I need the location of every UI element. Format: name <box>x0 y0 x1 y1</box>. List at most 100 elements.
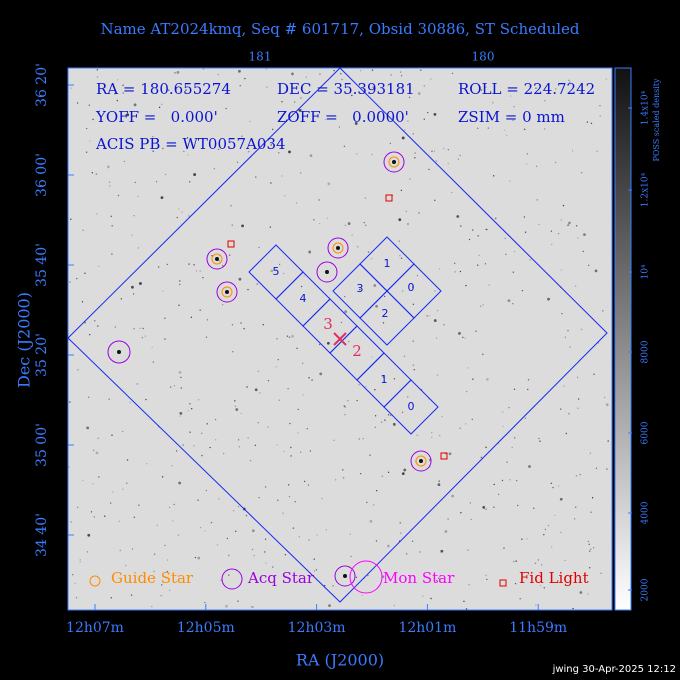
info-zsim: ZSIM = 0 mm <box>458 108 565 126</box>
ccd-label: 1 <box>384 257 391 270</box>
bg-star <box>194 556 197 559</box>
bg-star <box>580 171 583 174</box>
bg-star <box>589 567 591 569</box>
bg-star <box>277 358 279 361</box>
bg-star <box>560 269 563 271</box>
bg-star <box>129 137 132 139</box>
bg-star <box>265 68 268 70</box>
x-tick-label: 11h59m <box>509 620 567 636</box>
bg-star <box>232 510 235 512</box>
bg-star <box>509 95 512 97</box>
bg-star <box>264 486 267 488</box>
acq-star <box>334 565 356 587</box>
bg-star <box>98 89 101 91</box>
bg-star <box>338 126 341 128</box>
star-core <box>419 459 423 463</box>
bg-star <box>448 452 452 456</box>
bg-star <box>199 526 202 529</box>
bg-star <box>547 297 550 301</box>
bg-star <box>447 162 450 165</box>
bg-star <box>106 165 110 169</box>
bg-star <box>116 79 119 81</box>
bg-star <box>201 432 203 435</box>
bg-star <box>153 553 156 555</box>
aimpoint-label: 3 <box>323 315 333 333</box>
bg-star <box>589 452 592 454</box>
bg-star <box>326 217 329 220</box>
bg-star <box>269 226 272 228</box>
bg-star <box>68 466 70 468</box>
bg-star <box>142 327 144 330</box>
bg-star <box>536 199 538 201</box>
bg-star <box>512 271 514 273</box>
bg-star <box>141 336 144 339</box>
bg-star <box>588 543 590 545</box>
bg-star <box>574 518 576 520</box>
bg-star <box>359 472 362 475</box>
bg-star <box>266 86 268 88</box>
bg-star <box>428 168 430 171</box>
bg-star <box>571 150 574 152</box>
bg-star <box>306 427 308 430</box>
bg-star <box>282 272 285 275</box>
bg-star <box>486 578 488 581</box>
bg-star <box>250 606 253 608</box>
bg-star <box>400 189 403 192</box>
bg-star <box>111 253 113 255</box>
bg-star <box>392 422 396 426</box>
bg-star <box>513 106 515 108</box>
ccd-label: 1 <box>381 373 388 386</box>
ccd-label: 5 <box>273 265 280 278</box>
bg-star <box>418 212 420 214</box>
bg-star <box>176 216 178 219</box>
bg-star <box>577 407 579 409</box>
bg-star <box>538 437 540 440</box>
bg-star <box>82 229 84 232</box>
bg-star <box>485 228 487 231</box>
bg-star <box>434 290 436 292</box>
bg-star <box>298 108 302 112</box>
bg-star <box>371 153 373 156</box>
bg-star <box>185 89 187 91</box>
bg-star <box>375 489 378 492</box>
bg-star <box>450 191 453 194</box>
bg-star <box>527 388 529 391</box>
bg-star <box>70 218 72 220</box>
legend-label: Mon Star <box>383 569 455 587</box>
bg-star <box>296 347 298 349</box>
bg-star <box>189 431 191 433</box>
y-tick-label: 35 20' <box>34 333 50 377</box>
bg-star <box>356 399 358 402</box>
bg-star <box>569 81 571 83</box>
star-core <box>225 290 229 294</box>
bg-star <box>351 94 353 97</box>
bg-star <box>126 113 130 117</box>
bg-star <box>158 106 161 109</box>
bg-star <box>237 439 240 441</box>
bg-star <box>512 303 514 305</box>
bg-star <box>87 533 91 537</box>
bg-star <box>403 468 407 472</box>
bg-star <box>407 396 409 398</box>
bg-star <box>281 101 283 103</box>
bg-star <box>324 118 327 121</box>
bg-star <box>463 600 465 603</box>
bg-star <box>110 597 112 599</box>
bg-star <box>485 508 487 510</box>
bg-star <box>541 564 543 566</box>
bg-star <box>599 104 601 107</box>
bg-star <box>344 414 346 416</box>
bg-star <box>179 415 182 417</box>
bg-star <box>464 337 466 339</box>
y-tick-label: 34 40' <box>34 513 50 557</box>
info-acis: ACIS PB = WT0057A034 <box>95 135 286 153</box>
bg-star <box>493 483 495 486</box>
bg-star <box>560 531 562 534</box>
bg-star <box>174 72 176 74</box>
bg-star <box>593 373 595 375</box>
bg-star <box>199 270 201 272</box>
bg-star <box>294 501 296 503</box>
bg-star <box>344 310 348 314</box>
bg-star <box>313 570 316 572</box>
bg-star <box>318 222 321 225</box>
